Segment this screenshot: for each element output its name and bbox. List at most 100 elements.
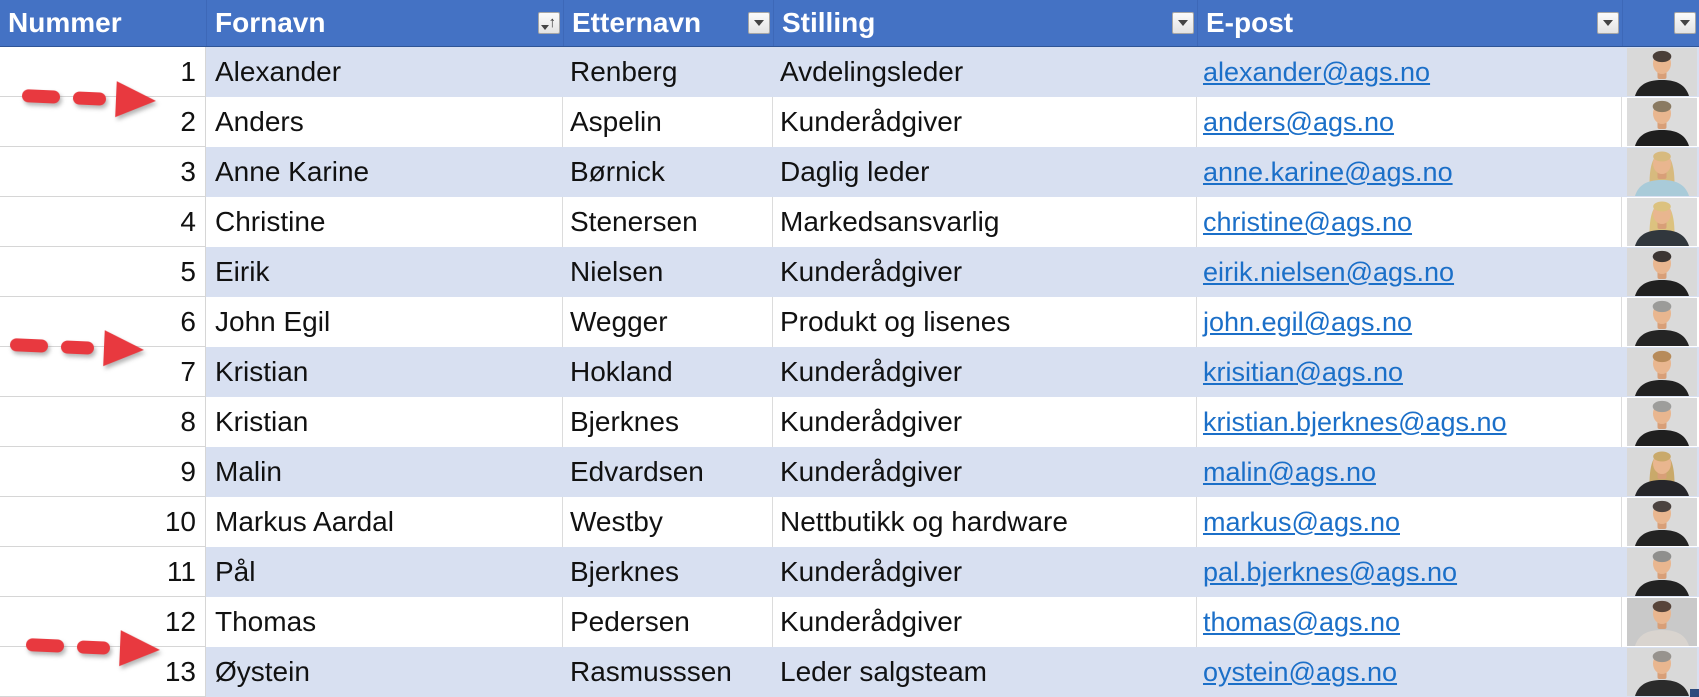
cell-fornavn[interactable]: John Egil — [206, 297, 563, 347]
cell-etternavn[interactable]: Edvardsen — [563, 447, 773, 497]
cell-fornavn[interactable]: Eirik — [206, 247, 563, 297]
cell-photo[interactable] — [1622, 97, 1699, 147]
cell-nummer[interactable]: 13 — [0, 647, 206, 697]
cell-photo[interactable] — [1622, 197, 1699, 247]
cell-fornavn[interactable]: Pål — [206, 547, 563, 597]
cell-etternavn[interactable]: Nielsen — [563, 247, 773, 297]
cell-etternavn[interactable]: Stenersen — [563, 197, 773, 247]
cell-stilling[interactable]: Kunderådgiver — [773, 547, 1197, 597]
cell-etternavn[interactable]: Renberg — [563, 47, 773, 97]
filter-button-epost[interactable] — [1597, 12, 1619, 34]
cell-stilling[interactable]: Kunderådgiver — [773, 597, 1197, 647]
cell-epost[interactable]: eirik.nielsen@ags.no — [1197, 247, 1622, 297]
header-cell-nummer: Nummer — [0, 0, 206, 46]
cell-nummer[interactable]: 4 — [0, 197, 206, 247]
cell-epost[interactable]: christine@ags.no — [1197, 197, 1622, 247]
cell-epost[interactable]: alexander@ags.no — [1197, 47, 1622, 97]
cell-fornavn[interactable]: Alexander — [206, 47, 563, 97]
cell-epost[interactable]: john.egil@ags.no — [1197, 297, 1622, 347]
cell-etternavn[interactable]: Bjerknes — [563, 397, 773, 447]
cell-nummer[interactable]: 10 — [0, 497, 206, 547]
cell-fornavn[interactable]: Kristian — [206, 397, 563, 447]
cell-fornavn[interactable]: Markus Aardal — [206, 497, 563, 547]
email-link[interactable]: kristian.bjerknes@ags.no — [1203, 406, 1507, 437]
cell-epost[interactable]: anders@ags.no — [1197, 97, 1622, 147]
red-dashed-arrow-icon[interactable] — [9, 326, 145, 368]
cell-etternavn[interactable]: Wegger — [563, 297, 773, 347]
cell-photo[interactable] — [1622, 247, 1699, 297]
cell-stilling[interactable]: Produkt og lisenes — [773, 297, 1197, 347]
email-link[interactable]: krisitian@ags.no — [1203, 356, 1403, 387]
cell-epost[interactable]: malin@ags.no — [1197, 447, 1622, 497]
email-link[interactable]: eirik.nielsen@ags.no — [1203, 256, 1455, 287]
cell-etternavn[interactable]: Pedersen — [563, 597, 773, 647]
cell-etternavn[interactable]: Rasmusssen — [563, 647, 773, 697]
cell-fornavn[interactable]: Malin — [206, 447, 563, 497]
cell-stilling[interactable]: Daglig leder — [773, 147, 1197, 197]
email-link[interactable]: john.egil@ags.no — [1203, 306, 1413, 337]
cell-epost[interactable]: kristian.bjerknes@ags.no — [1197, 397, 1622, 447]
cell-etternavn[interactable]: Hokland — [563, 347, 773, 397]
cell-stilling[interactable]: Markedsansvarlig — [773, 197, 1197, 247]
cell-epost[interactable]: thomas@ags.no — [1197, 597, 1622, 647]
cell-stilling[interactable]: Nettbutikk og hardware — [773, 497, 1197, 547]
email-link[interactable]: anne.karine@ags.no — [1203, 156, 1453, 187]
cell-photo[interactable] — [1622, 647, 1699, 697]
cell-epost[interactable]: pal.bjerknes@ags.no — [1197, 547, 1622, 597]
email-link[interactable]: pal.bjerknes@ags.no — [1203, 556, 1458, 587]
cell-photo[interactable] — [1622, 147, 1699, 197]
red-dashed-arrow-icon[interactable] — [21, 77, 157, 119]
cell-nummer[interactable]: 5 — [0, 247, 206, 297]
cell-stilling[interactable]: Kunderådgiver — [773, 247, 1197, 297]
cell-photo[interactable] — [1622, 447, 1699, 497]
email-link[interactable]: alexander@ags.no — [1203, 56, 1431, 87]
cell-nummer[interactable]: 8 — [0, 397, 206, 447]
cell-etternavn[interactable]: Aspelin — [563, 97, 773, 147]
red-dashed-arrow-icon[interactable] — [25, 626, 161, 668]
cell-fornavn[interactable]: Kristian — [206, 347, 563, 397]
filter-button-stilling[interactable] — [1172, 12, 1194, 34]
cell-fornavn[interactable]: Anne Karine — [206, 147, 563, 197]
filter-button-etternavn[interactable] — [748, 12, 770, 34]
cell-stilling[interactable]: Kunderådgiver — [773, 447, 1197, 497]
row-number: 8 — [180, 405, 196, 437]
cell-photo[interactable] — [1622, 547, 1699, 597]
cell-nummer[interactable]: 11 — [0, 547, 206, 597]
email-link[interactable]: markus@ags.no — [1203, 506, 1400, 537]
filter-sort-button-fornavn[interactable]: ↑ — [538, 12, 560, 34]
cell-fornavn[interactable]: Thomas — [206, 597, 563, 647]
cell-etternavn[interactable]: Westby — [563, 497, 773, 547]
cell-epost[interactable]: anne.karine@ags.no — [1197, 147, 1622, 197]
cell-photo[interactable] — [1622, 597, 1699, 647]
cell-nummer[interactable]: 9 — [0, 447, 206, 497]
email-link[interactable]: malin@ags.no — [1203, 456, 1376, 487]
cell-stilling[interactable]: Avdelingsleder — [773, 47, 1197, 97]
cell-fornavn[interactable]: Anders — [206, 97, 563, 147]
cell-photo[interactable] — [1622, 497, 1699, 547]
cell-stilling[interactable]: Kunderådgiver — [773, 97, 1197, 147]
cell-nummer[interactable]: 7 — [0, 347, 206, 397]
cell-epost[interactable]: markus@ags.no — [1197, 497, 1622, 547]
filter-button-photo[interactable] — [1674, 12, 1696, 34]
email-link[interactable]: thomas@ags.no — [1203, 606, 1401, 637]
cell-fornavn[interactable]: Christine — [206, 197, 563, 247]
cell-epost[interactable]: oystein@ags.no — [1197, 647, 1622, 697]
cell-stilling[interactable]: Kunderådgiver — [773, 347, 1197, 397]
cell-nummer[interactable]: 3 — [0, 147, 206, 197]
email-link[interactable]: christine@ags.no — [1203, 206, 1413, 237]
cell-nummer[interactable]: 2 — [0, 97, 206, 147]
cell-stilling[interactable]: Kunderådgiver — [773, 397, 1197, 447]
cell-fornavn[interactable]: Øystein — [206, 647, 563, 697]
job-title: Kunderådgiver — [780, 556, 963, 587]
email-link[interactable]: oystein@ags.no — [1203, 656, 1398, 687]
cell-photo[interactable] — [1622, 347, 1699, 397]
cell-epost[interactable]: krisitian@ags.no — [1197, 347, 1622, 397]
cell-stilling[interactable]: Leder salgsteam — [773, 647, 1197, 697]
cell-photo[interactable] — [1622, 397, 1699, 447]
table-resize-handle[interactable] — [1690, 689, 1699, 697]
cell-photo[interactable] — [1622, 297, 1699, 347]
email-link[interactable]: anders@ags.no — [1203, 106, 1395, 137]
cell-etternavn[interactable]: Bjerknes — [563, 547, 773, 597]
cell-photo[interactable] — [1622, 47, 1699, 97]
cell-etternavn[interactable]: Børnick — [563, 147, 773, 197]
